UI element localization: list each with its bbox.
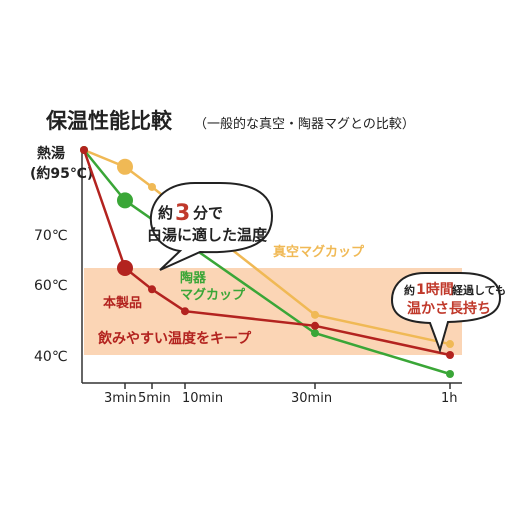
point-ceramic-1h — [446, 370, 454, 378]
point-product-30min — [311, 321, 319, 330]
point-product-5min — [148, 285, 156, 294]
point-vacuum-30min — [311, 310, 319, 319]
x-tick-10min: 10min — [182, 391, 223, 406]
callout2-line2: 温かさ長持ち — [407, 300, 491, 317]
series-label-vacuum: 真空マグカップ — [273, 244, 365, 260]
point-vacuum-5min — [148, 182, 156, 191]
point-vacuum-3min — [117, 158, 133, 175]
callout2-prefix: 約 — [404, 283, 415, 297]
point-ceramic-3min — [117, 192, 133, 209]
point-product-0min — [80, 146, 88, 154]
point-product-1h — [446, 351, 454, 359]
comfort-band-label: 飲みやすい温度をキープ — [97, 330, 252, 347]
point-vacuum-1h — [446, 340, 454, 349]
callout1-prefix: 約 — [158, 204, 173, 222]
y-tick-70: 70℃ — [34, 228, 68, 244]
callout-three-minutes: 約 3 分で 白湯に適した温度 — [147, 182, 274, 271]
series-product — [80, 146, 454, 359]
chart-title: 保温性能比較 — [45, 109, 173, 133]
y-tick-boiling-line2: (約95℃) — [30, 165, 93, 182]
point-ceramic-30min — [311, 329, 319, 338]
point-product-3min — [117, 260, 133, 276]
callout2-suffix: 経過しても — [452, 283, 506, 297]
series-line-ceramic — [83, 149, 451, 376]
callout1-number: 3 — [175, 201, 190, 226]
series-label-product: 本製品 — [103, 295, 142, 311]
chart-subtitle: （一般的な真空・陶器マグとの比較） — [194, 116, 415, 132]
point-product-10min — [181, 307, 189, 316]
callout1-line2: 白湯に適した温度 — [147, 226, 268, 244]
y-tick-40: 40℃ — [34, 349, 68, 365]
series-label-ceramic-line1: 陶器 — [180, 270, 207, 286]
series-label-ceramic-line2: マグカップ — [180, 287, 246, 303]
x-tick-1h: 1h — [441, 391, 458, 406]
x-tick-5min: 5min — [138, 391, 171, 406]
x-tick-3min: 3min — [104, 391, 137, 406]
callout2-emph: 1時間 — [416, 281, 454, 298]
x-tick-30min: 30min — [291, 391, 332, 406]
callout1-suffix: 分で — [193, 204, 223, 222]
y-tick-boiling-line1: 熱湯 — [37, 145, 65, 162]
y-tick-60: 60℃ — [34, 278, 68, 294]
x-tick-marks — [124, 383, 451, 389]
series-layer — [80, 146, 454, 378]
callout-one-hour: 約 1時間 経過しても 温かさ長持ち — [390, 272, 506, 354]
series-line-product — [82, 149, 451, 357]
